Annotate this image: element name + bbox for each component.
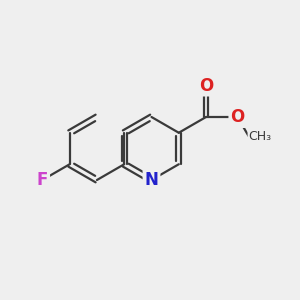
Text: O: O xyxy=(230,108,245,126)
Text: CH₃: CH₃ xyxy=(249,130,272,142)
Text: O: O xyxy=(199,76,213,94)
Text: N: N xyxy=(145,171,158,189)
Text: F: F xyxy=(37,171,48,189)
